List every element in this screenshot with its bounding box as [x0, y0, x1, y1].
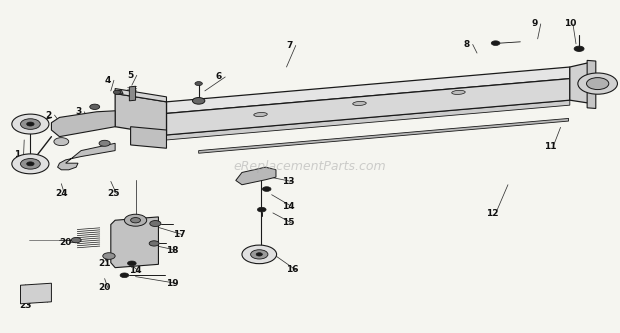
- Circle shape: [195, 82, 202, 86]
- Ellipse shape: [254, 113, 267, 117]
- Polygon shape: [570, 62, 591, 104]
- Text: 10: 10: [564, 19, 576, 28]
- Ellipse shape: [353, 102, 366, 106]
- Circle shape: [125, 214, 147, 226]
- Circle shape: [257, 207, 266, 212]
- Polygon shape: [167, 67, 570, 114]
- Polygon shape: [167, 79, 570, 135]
- Text: 13: 13: [282, 177, 294, 186]
- Text: 2: 2: [45, 111, 51, 120]
- Polygon shape: [111, 217, 159, 268]
- Circle shape: [131, 217, 141, 223]
- Polygon shape: [587, 60, 596, 109]
- Text: 21: 21: [99, 259, 111, 268]
- Circle shape: [192, 98, 205, 104]
- Text: 20: 20: [99, 283, 111, 292]
- Text: 4: 4: [105, 76, 111, 85]
- Text: 14: 14: [130, 266, 142, 275]
- Circle shape: [491, 41, 500, 46]
- Circle shape: [99, 140, 110, 146]
- Circle shape: [120, 273, 129, 278]
- Text: 15: 15: [282, 218, 294, 227]
- Text: 3: 3: [75, 107, 81, 116]
- Polygon shape: [131, 127, 167, 148]
- Text: 6: 6: [216, 73, 222, 82]
- Text: 17: 17: [172, 230, 185, 239]
- Circle shape: [256, 253, 262, 256]
- Text: 18: 18: [167, 245, 179, 254]
- Text: 9: 9: [531, 19, 538, 28]
- Circle shape: [587, 78, 609, 90]
- Circle shape: [242, 245, 277, 264]
- Text: 25: 25: [107, 189, 120, 198]
- Circle shape: [20, 159, 40, 169]
- Polygon shape: [20, 283, 51, 304]
- Circle shape: [128, 261, 136, 266]
- Circle shape: [90, 104, 100, 110]
- Polygon shape: [198, 119, 569, 153]
- Text: 20: 20: [60, 238, 72, 247]
- Polygon shape: [51, 111, 115, 137]
- Polygon shape: [167, 100, 570, 140]
- Polygon shape: [58, 143, 115, 170]
- Text: 19: 19: [167, 279, 179, 288]
- Circle shape: [71, 237, 81, 243]
- Circle shape: [149, 241, 159, 246]
- Ellipse shape: [452, 90, 465, 95]
- Text: eReplacementParts.com: eReplacementParts.com: [234, 160, 386, 173]
- Circle shape: [574, 46, 584, 51]
- Text: 23: 23: [19, 301, 32, 310]
- Circle shape: [20, 119, 40, 129]
- Circle shape: [578, 73, 618, 94]
- Circle shape: [54, 138, 69, 146]
- Circle shape: [113, 90, 121, 94]
- Text: 5: 5: [128, 71, 134, 80]
- Circle shape: [262, 187, 271, 191]
- Text: 7: 7: [286, 41, 293, 50]
- Text: 24: 24: [55, 189, 68, 198]
- Polygon shape: [115, 94, 167, 135]
- Text: 12: 12: [486, 209, 499, 218]
- Circle shape: [150, 220, 161, 226]
- Polygon shape: [115, 90, 123, 94]
- Circle shape: [103, 253, 115, 259]
- Text: 11: 11: [544, 142, 556, 151]
- Polygon shape: [130, 86, 136, 101]
- Text: 16: 16: [286, 265, 299, 274]
- Polygon shape: [236, 167, 276, 185]
- Polygon shape: [115, 89, 167, 102]
- Text: 8: 8: [463, 40, 470, 49]
- Circle shape: [12, 154, 49, 174]
- Circle shape: [27, 122, 34, 126]
- Circle shape: [12, 114, 49, 134]
- Circle shape: [250, 250, 268, 259]
- Text: 1: 1: [14, 151, 20, 160]
- Text: 14: 14: [282, 202, 294, 211]
- Circle shape: [27, 162, 34, 166]
